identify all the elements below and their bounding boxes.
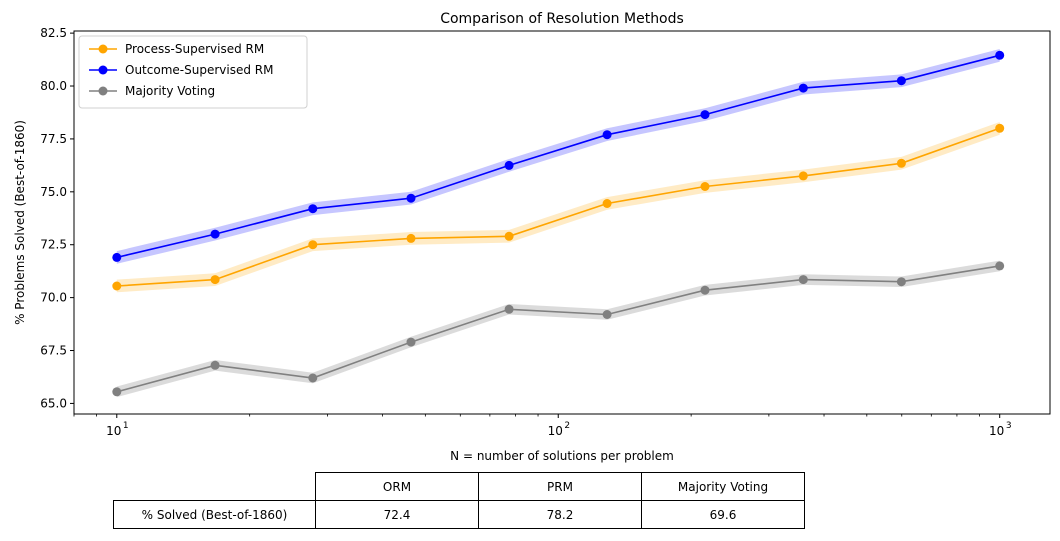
y-tick-label: 67.5 xyxy=(40,344,67,358)
point-majority xyxy=(700,285,710,295)
point-prm xyxy=(504,231,514,241)
point-majority xyxy=(504,304,514,314)
table-value-orm: 72.4 xyxy=(315,500,479,529)
table-corner-cell xyxy=(114,473,316,501)
point-prm xyxy=(308,240,318,250)
point-majority xyxy=(896,277,906,287)
point-majority xyxy=(210,360,220,370)
x-tick-label: 10 xyxy=(548,424,563,438)
y-tick-label: 72.5 xyxy=(40,238,67,252)
point-majority xyxy=(995,261,1005,271)
point-orm xyxy=(308,204,318,214)
legend-box xyxy=(78,35,308,109)
band-orm xyxy=(116,49,1000,264)
y-tick-label: 70.0 xyxy=(40,291,67,305)
table-row-label: % Solved (Best-of-1860) xyxy=(113,500,316,529)
line-prm xyxy=(116,127,1000,287)
legend-label: Process-Supervised RM xyxy=(125,42,264,56)
legend-marker xyxy=(98,65,108,75)
point-orm xyxy=(112,252,122,262)
x-tick-exponent: 1 xyxy=(123,421,129,431)
point-majority xyxy=(602,310,612,319)
legend-label: Outcome-Supervised RM xyxy=(125,63,273,77)
y-tick-label: 77.5 xyxy=(40,132,67,146)
table-header-prm: PRM xyxy=(478,472,642,501)
point-orm xyxy=(896,76,906,86)
table-value-majority: 69.6 xyxy=(641,500,805,529)
point-majority xyxy=(406,337,416,347)
line-orm xyxy=(116,54,1000,259)
x-tick-exponent: 3 xyxy=(1006,421,1012,431)
table-value-prm: 78.2 xyxy=(478,500,642,529)
y-tick-label: 80.0 xyxy=(40,79,67,93)
point-majority xyxy=(308,373,318,383)
table-row: % Solved (Best-of-1860) 72.4 78.2 69.6 xyxy=(113,500,805,529)
point-prm xyxy=(995,123,1005,133)
table-header-majority: Majority Voting xyxy=(641,472,805,501)
table-header-row: ORM PRM Majority Voting xyxy=(114,472,805,501)
chart-title: Comparison of Resolution Methods xyxy=(440,11,684,27)
legend-label: Majority Voting xyxy=(125,84,215,98)
y-tick-label: 75.0 xyxy=(40,185,67,199)
point-orm xyxy=(210,229,220,239)
point-orm xyxy=(798,83,808,93)
table-header-orm: ORM xyxy=(315,472,479,501)
y-tick-label: 65.0 xyxy=(40,396,67,410)
point-orm xyxy=(602,130,612,140)
point-prm xyxy=(700,182,710,191)
point-prm xyxy=(210,275,220,285)
plot-frame xyxy=(73,30,1051,415)
y-tick-label: 82.5 xyxy=(40,26,67,40)
series-points xyxy=(112,50,1005,397)
legend-marker xyxy=(98,44,108,54)
point-orm xyxy=(700,110,710,120)
point-majority xyxy=(798,275,808,285)
legend: Process-Supervised RM Outcome-Supervised … xyxy=(78,35,308,109)
band-prm xyxy=(116,122,1000,293)
chart: 65.067.570.072.575.077.580.082.5 10 1 10 2 1… xyxy=(13,11,1051,463)
point-orm xyxy=(995,50,1005,60)
series-lines xyxy=(116,54,1000,393)
point-prm xyxy=(798,171,808,181)
point-prm xyxy=(602,199,612,208)
point-orm xyxy=(504,160,514,170)
y-axis-ticks: 65.0 67.5 70.0 72.5 75.0 77.5 80.0 82.5 xyxy=(40,26,74,410)
x-axis-ticks: 10 1 10 2 10 3 xyxy=(73,414,1012,438)
legend-marker xyxy=(98,86,108,96)
confidence-bands xyxy=(116,49,1000,398)
x-tick-label: 10 xyxy=(989,424,1004,438)
point-prm xyxy=(896,158,906,168)
point-prm xyxy=(112,281,122,291)
summary-table: ORM PRM Majority Voting % Solved (Best-o… xyxy=(113,472,805,529)
x-axis-label: N = number of solutions per problem xyxy=(450,449,674,463)
point-majority xyxy=(112,387,122,397)
point-prm xyxy=(406,233,416,243)
point-orm xyxy=(406,193,416,203)
line-majority xyxy=(116,265,1000,393)
y-axis-label: % Problems Solved (Best-of-1860) xyxy=(13,120,27,325)
x-tick-label: 10 xyxy=(106,424,121,438)
x-tick-exponent: 2 xyxy=(564,421,570,431)
